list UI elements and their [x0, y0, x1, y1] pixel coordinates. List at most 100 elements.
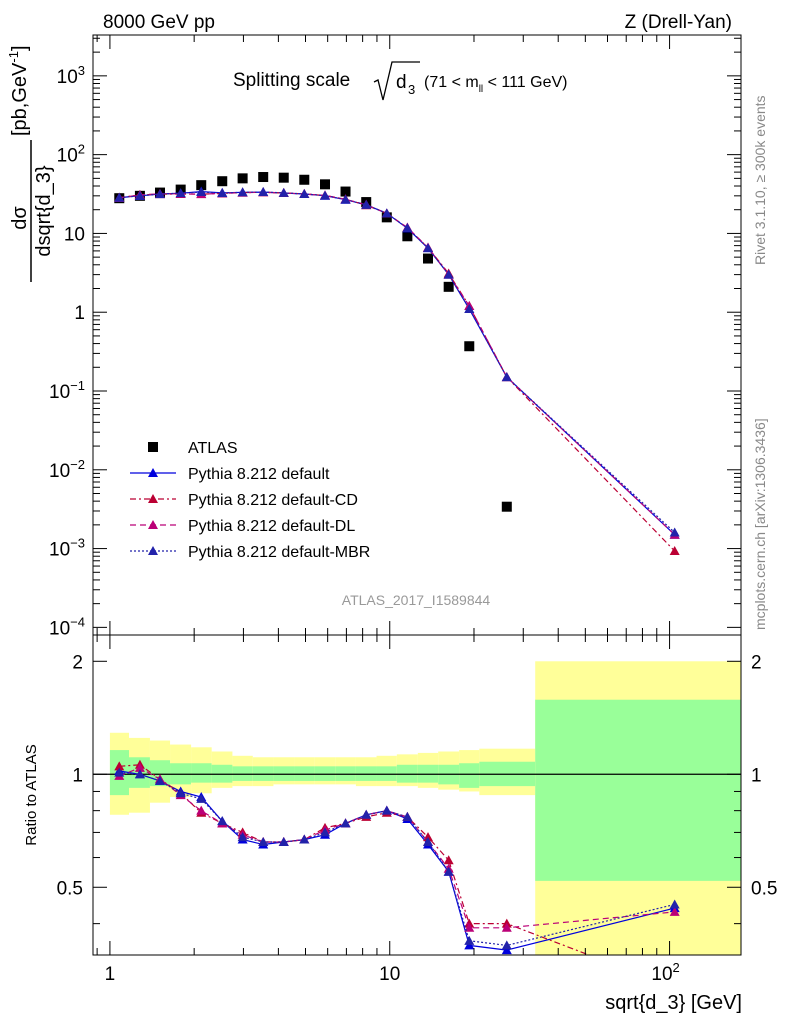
ratio-point: [669, 906, 680, 916]
data-point-atlas: [501, 501, 512, 512]
uncertainty-band-inner: [232, 766, 253, 781]
rivet-label: Rivet 3.1.10, ≥ 300k events: [752, 95, 768, 265]
data-point-atlas: [423, 253, 434, 264]
legend: ATLAS Pythia 8.212 default Pythia 8.212 de…: [130, 440, 370, 561]
data-point-atlas: [340, 186, 351, 197]
ratio-point: [278, 837, 289, 847]
data-point-atlas: [217, 176, 228, 187]
series-point: [443, 269, 454, 279]
ratio-point: [134, 769, 145, 779]
ratio-point: [381, 805, 392, 815]
data-point-atlas: [443, 281, 454, 292]
legend-marker: [148, 546, 158, 555]
y-tick-label-main: 10: [64, 224, 85, 245]
series-point: [258, 186, 269, 196]
plot-title: Splitting scale d 3 (71 < mll < 111 GeV): [233, 61, 567, 101]
y-tick-label-main: 10−2: [49, 457, 85, 482]
y-tick-label-main: 10−3: [49, 536, 85, 561]
series-point: [217, 187, 228, 197]
data-point-atlas: [196, 180, 207, 191]
y-tick-label-main: 10−4: [49, 614, 85, 639]
ratio-point: [669, 899, 680, 909]
header-process: Z (Drell-Yan): [625, 12, 732, 33]
ratio-point: [501, 945, 512, 955]
series-point: [299, 188, 310, 198]
ratio-line: [119, 770, 675, 951]
ratio-panel: 2 2 1 1 0.5 0.5 1 10 102: [57, 634, 777, 985]
ratio-point: [196, 805, 207, 815]
y-label-numerator: dσ: [9, 206, 31, 230]
mcplots-label: mcplots.cern.ch [arXiv:1306.3436]: [752, 418, 768, 630]
legend-label: Pythia 8.212 default-CD: [188, 492, 358, 509]
uncertainty-band-inner: [355, 766, 377, 781]
y-label-denominator: dsqrt{d_3}: [33, 165, 55, 257]
series-point: [134, 190, 145, 200]
x-tick-label: 1: [105, 964, 116, 985]
ratio-point: [258, 837, 269, 847]
uncertainty-band-inner: [459, 763, 480, 788]
legend-marker: [148, 494, 158, 503]
uncertainty-band-inner: [191, 763, 212, 783]
header-collision: 8000 GeV pp: [103, 12, 215, 33]
y-tick-label-main: 102: [57, 142, 85, 167]
series-point: [361, 199, 372, 209]
uncertainty-band-inner: [376, 766, 397, 781]
series-point: [175, 188, 186, 198]
y-axis-label-main: dσ dsqrt{d_3} [pb,GeV-1]: [6, 45, 55, 282]
ratio-point: [114, 761, 125, 771]
ratio-frame: [92, 634, 742, 956]
series-point: [669, 546, 680, 556]
data-point-atlas: [402, 231, 413, 242]
data-point-atlas: [237, 173, 248, 184]
y-tick-label-main: 10−1: [49, 378, 85, 403]
ratio-point: [464, 940, 475, 950]
y-axis-label-ratio: Ratio to ATLAS: [23, 744, 40, 845]
data-point-atlas: [320, 179, 331, 190]
series-point: [381, 208, 392, 218]
legend-label: ATLAS: [188, 440, 238, 457]
uncertainty-band-inner: [314, 766, 336, 781]
ratio-point: [423, 837, 434, 847]
legend-marker: [148, 468, 158, 477]
series-line: [119, 191, 676, 533]
series-point: [340, 194, 351, 204]
series-point: [114, 192, 125, 202]
data-point-atlas: [299, 174, 310, 185]
y-tick-label-ratio-right: 0.5: [751, 878, 777, 899]
plot-title-main: Splitting scale: [233, 70, 350, 91]
ratio-point: [299, 834, 310, 844]
ratio-point: [501, 940, 512, 950]
ratio-point: [501, 922, 512, 932]
plot-title-range: (71 < mll < 111 GeV): [424, 74, 567, 95]
ratio-point: [217, 816, 228, 826]
y-tick-label-main: 1: [74, 303, 85, 324]
y-tick-label-ratio: 0.5: [57, 878, 83, 899]
y-tick-label-ratio: 1: [72, 765, 83, 786]
x-tick-label: 102: [651, 960, 679, 985]
analysis-id: ATLAS_2017_I1589844: [342, 592, 491, 608]
ratio-point: [175, 788, 186, 798]
uncertainty-band-inner: [252, 766, 274, 781]
series-point: [669, 527, 680, 537]
series-point: [320, 190, 331, 200]
legend-marker-atlas: [148, 442, 158, 452]
series-point: [402, 223, 413, 233]
ratio-point: [464, 935, 475, 945]
ratio-point: [402, 811, 413, 821]
ratio-point: [155, 775, 166, 785]
series-point: [237, 187, 248, 197]
plot-title-subscript: 3: [408, 82, 415, 97]
ratio-point: [340, 818, 351, 828]
ratio-point: [237, 832, 248, 842]
y-tick-label-ratio-right: 2: [751, 652, 762, 673]
ratio-point: [361, 809, 372, 819]
ratio-line: [119, 772, 675, 947]
ratio-point: [134, 762, 145, 772]
y-label-units: [pb,GeV-1]: [6, 45, 31, 136]
ratio-point: [464, 922, 475, 932]
series-line: [119, 190, 676, 536]
ratio-point: [114, 767, 125, 777]
ratio-point: [320, 827, 331, 837]
ratio-point: [443, 866, 454, 876]
